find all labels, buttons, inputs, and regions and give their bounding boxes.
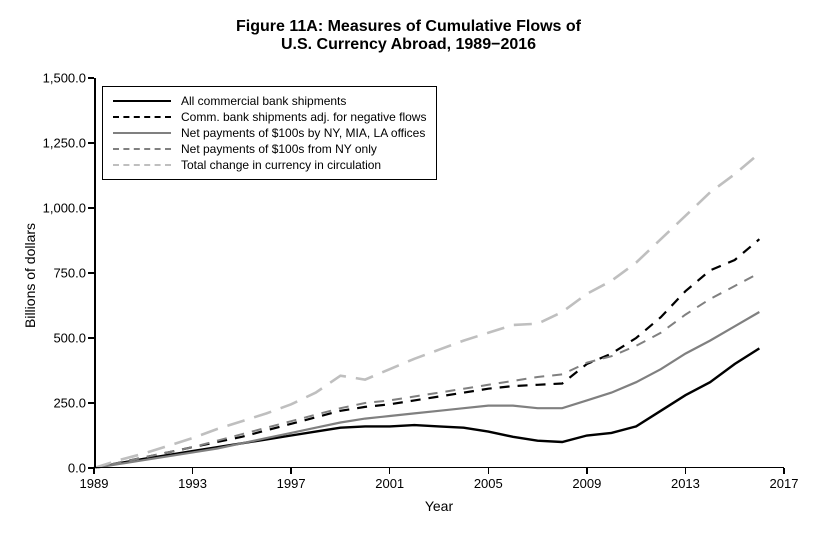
y-tick-label: 500.0	[53, 331, 94, 346]
legend-label: All commercial bank shipments	[181, 94, 346, 108]
chart-container: Figure 11A: Measures of Cumulative Flows…	[0, 0, 817, 533]
y-tick-label: 1,250.0	[43, 136, 94, 151]
legend-line	[113, 148, 171, 150]
x-tick-label: 2001	[375, 468, 404, 491]
legend-line	[113, 116, 171, 118]
x-tick-label: 2017	[770, 468, 799, 491]
x-tick-label: 1989	[80, 468, 109, 491]
x-tick-label: 2013	[671, 468, 700, 491]
legend-line	[113, 164, 171, 166]
legend-label: Net payments of $100s from NY only	[181, 142, 377, 156]
chart-title-line2: U.S. Currency Abroad, 1989−2016	[0, 36, 817, 54]
series-total-change-currency-in-circulation	[94, 153, 759, 468]
x-tick-label: 2009	[572, 468, 601, 491]
legend-swatch	[113, 93, 171, 109]
legend-box: All commercial bank shipments Comm. bank …	[102, 86, 437, 180]
x-tick-label: 1993	[178, 468, 207, 491]
legend-row-comm-bank-shipments-adj-negative-flows: Comm. bank shipments adj. for negative f…	[113, 109, 426, 125]
legend-label: Net payments of $100s by NY, MIA, LA off…	[181, 126, 425, 140]
y-axis-line	[94, 78, 96, 468]
legend-line	[113, 132, 171, 134]
series-comm-bank-shipments-adj-negative-flows	[94, 239, 759, 468]
x-tick-label: 2005	[474, 468, 503, 491]
x-axis-label: Year	[94, 498, 784, 514]
legend-label: Total change in currency in circulation	[181, 158, 381, 172]
y-axis-label: Billions of dollars	[22, 223, 38, 328]
legend-swatch	[113, 109, 171, 125]
legend-swatch	[113, 141, 171, 157]
legend-swatch	[113, 157, 171, 173]
legend-row-total-change-currency-in-circulation: Total change in currency in circulation	[113, 157, 426, 173]
y-tick-label: 250.0	[53, 396, 94, 411]
y-tick-label: 750.0	[53, 266, 94, 281]
y-tick-label: 1,500.0	[43, 71, 94, 86]
legend-row-all-commercial-bank-shipments: All commercial bank shipments	[113, 93, 426, 109]
series-net-payments-100s-ny-mia-la	[94, 312, 759, 468]
legend-row-net-payments-100s-ny-only: Net payments of $100s from NY only	[113, 141, 426, 157]
x-tick-label: 1997	[277, 468, 306, 491]
legend-row-net-payments-100s-ny-mia-la: Net payments of $100s by NY, MIA, LA off…	[113, 125, 426, 141]
legend-swatch	[113, 125, 171, 141]
chart-title-line1: Figure 11A: Measures of Cumulative Flows…	[0, 18, 817, 36]
y-tick-label: 1,000.0	[43, 201, 94, 216]
series-all-commercial-bank-shipments	[94, 348, 759, 468]
legend-label: Comm. bank shipments adj. for negative f…	[181, 110, 426, 124]
legend-line	[113, 100, 171, 102]
